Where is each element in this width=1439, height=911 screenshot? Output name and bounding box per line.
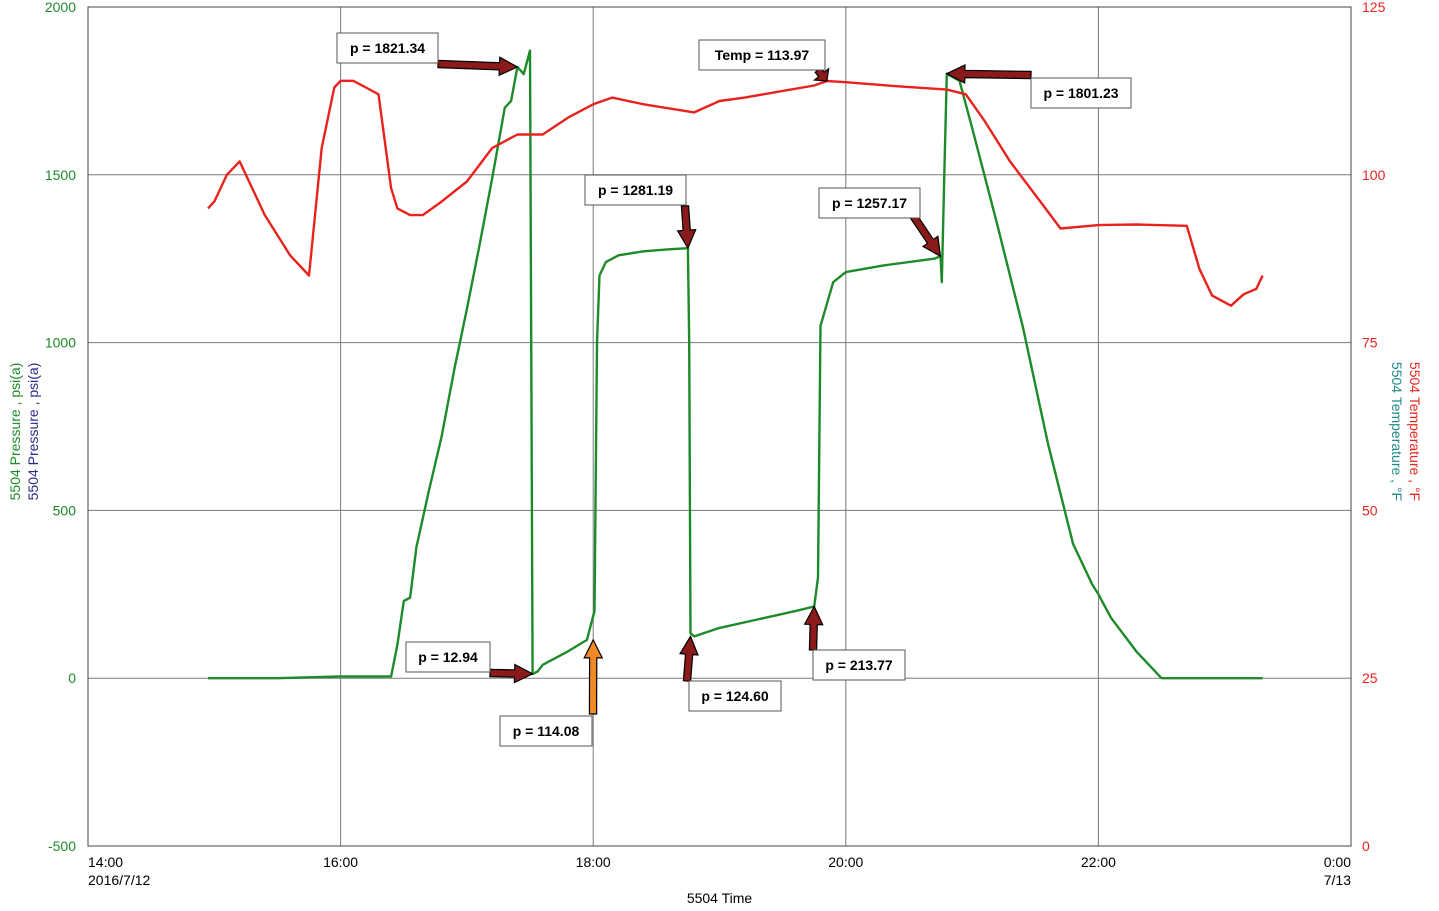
left-axis-title-pressure-1: 5504 Pressure , psi(a) bbox=[7, 363, 23, 501]
annotation-arrow bbox=[679, 635, 699, 682]
annotation-box bbox=[812, 649, 906, 681]
annotation-label: p = 1801.23 bbox=[1043, 85, 1118, 101]
temperature-series-line bbox=[207, 79, 1264, 307]
x-tick-sublabel: 7/13 bbox=[1324, 872, 1351, 888]
x-axis-title: 5504 Time bbox=[687, 890, 753, 906]
annotation-arrow bbox=[676, 205, 697, 250]
x-tick-label: 18:00 bbox=[576, 854, 611, 870]
left-tick-label: -500 bbox=[48, 838, 76, 854]
annotation-arrow bbox=[908, 211, 942, 258]
annotation-label: p = 1821.34 bbox=[350, 40, 425, 56]
annotation-label: p = 1257.17 bbox=[832, 195, 907, 211]
annotation-arrow bbox=[945, 64, 1032, 84]
grid-lines bbox=[88, 7, 1351, 846]
left-axis-title-pressure-2: 5504 Pressure , psi(a) bbox=[25, 363, 41, 501]
annotation-label: p = 1281.19 bbox=[598, 182, 673, 198]
x-tick-label: 20:00 bbox=[828, 854, 863, 870]
right-tick-label: 125 bbox=[1362, 0, 1386, 15]
annotation-box bbox=[499, 715, 593, 747]
right-tick-label: 0 bbox=[1362, 838, 1370, 854]
x-axis-ticks: 14:00 2016/7/12 16:00 18:00 20:00 22:00 0:00 7/… bbox=[88, 854, 1351, 888]
right-tick-label: 25 bbox=[1362, 670, 1378, 686]
annotation-box bbox=[336, 32, 439, 64]
annotation-label: p = 213.77 bbox=[825, 657, 893, 673]
x-tick-sublabel: 2016/7/12 bbox=[88, 872, 150, 888]
annotation-box bbox=[688, 680, 782, 712]
plot-frame bbox=[87, 6, 1352, 847]
x-tick-label: 0:00 bbox=[1324, 854, 1351, 870]
annotation-arrow bbox=[489, 663, 534, 684]
right-tick-label: 75 bbox=[1362, 335, 1378, 351]
right-tick-label: 50 bbox=[1362, 502, 1378, 518]
annotation-label: p = 114.08 bbox=[513, 723, 580, 739]
annotation-label: Temp = 113.97 bbox=[715, 47, 810, 63]
left-tick-label: 1000 bbox=[45, 335, 76, 351]
annotation-label: p = 12.94 bbox=[418, 649, 478, 665]
annotation-label: p = 124.60 bbox=[701, 688, 769, 704]
left-tick-label: 500 bbox=[53, 502, 77, 518]
right-tick-label: 100 bbox=[1362, 167, 1386, 183]
annotation-arrow bbox=[437, 56, 519, 77]
annotation-box bbox=[818, 187, 921, 219]
x-tick-label: 16:00 bbox=[323, 854, 358, 870]
annotation-arrow bbox=[583, 638, 604, 715]
annotation-box bbox=[1030, 77, 1132, 109]
left-tick-label: 2000 bbox=[45, 0, 76, 15]
x-tick-label: 14:00 bbox=[88, 854, 123, 870]
annotation-arrow bbox=[803, 605, 824, 651]
series-layer bbox=[207, 49, 1264, 680]
annotation-box bbox=[698, 39, 826, 71]
left-tick-label: 0 bbox=[68, 670, 76, 686]
pressure-series-line bbox=[208, 49, 1263, 680]
annotation-box bbox=[584, 174, 687, 206]
annotation-layer: p = 1821.34 Temp = 113.97 p = 1801.23 p = 1… bbox=[336, 32, 1132, 747]
x-tick-label: 22:00 bbox=[1081, 854, 1116, 870]
left-axis-ticks: 2000 1500 1000 500 0 -500 bbox=[45, 0, 76, 854]
right-axis-title-temperature-1: 5504 Temperature , °F bbox=[1407, 362, 1423, 501]
right-axis-title-temperature-2: 5504 Temperature , °F bbox=[1389, 362, 1405, 501]
right-axis-ticks: 125 100 75 50 25 0 bbox=[1362, 0, 1386, 854]
left-tick-label: 1500 bbox=[45, 167, 76, 183]
annotation-box bbox=[405, 641, 491, 673]
